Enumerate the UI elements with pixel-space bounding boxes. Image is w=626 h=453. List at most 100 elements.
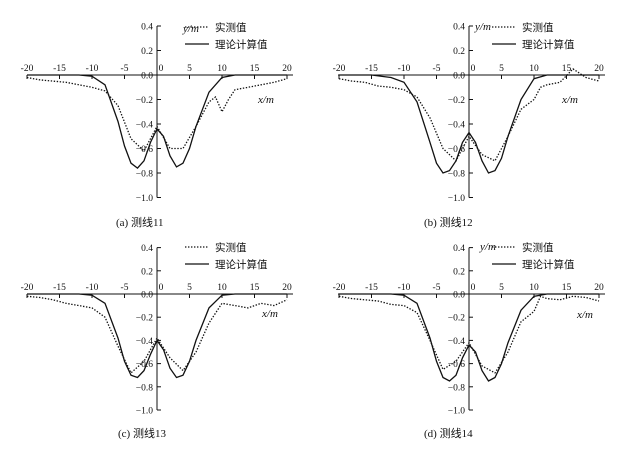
- y-tick-label: −0.2: [136, 314, 153, 324]
- theory-series-line: [339, 74, 599, 174]
- y-tick-label: 0.2: [453, 47, 465, 57]
- y-tick-label: 0.2: [141, 47, 153, 57]
- chart-panel-1: -20 -15 -10 -5 0 5 10 15 200.40.20.0−0.2−0.4−0.6…: [21, 21, 293, 229]
- y-tick-label: −0.2: [448, 96, 465, 106]
- x-tick-label: 5: [187, 64, 192, 74]
- panel-caption: (a) 测线11: [116, 215, 164, 229]
- y-tick-label: 0.4: [141, 23, 153, 33]
- legend-theory-label: 理论计算值: [215, 38, 268, 51]
- x-tick-label: 10: [529, 283, 539, 293]
- y-tick-label: −1.0: [448, 194, 465, 204]
- y-tick-label: 0.0: [453, 291, 465, 301]
- y-tick-label: −0.8: [448, 383, 465, 393]
- x-tick-label: 5: [499, 283, 504, 293]
- x-tick-label: -20: [21, 283, 34, 293]
- y-tick-label: 0.2: [141, 267, 153, 277]
- x-tick-label: -20: [333, 64, 346, 74]
- y-tick-label: −0.4: [136, 121, 153, 131]
- x-tick-label: 10: [217, 283, 227, 293]
- chart-panel-2: -20 -15 -10 -5 0 5 10 15 20 0.4 0.2 0.0 −0.2 −0.4 −0.6…: [333, 21, 605, 229]
- y-axis-label: y/m: [474, 21, 491, 33]
- x-tick-label: 15: [250, 283, 260, 293]
- y-tick-label: −0.4: [136, 337, 153, 347]
- x-tick-label: 0: [471, 64, 476, 74]
- legend-theory-label: 理论计算值: [522, 258, 575, 271]
- theory-series-line: [27, 293, 287, 379]
- measured-series-line: [26, 76, 288, 152]
- panel-caption: (d) 测线14: [424, 426, 473, 440]
- x-tick-label: 20: [594, 64, 604, 74]
- legend-theory-label: 理论计算值: [522, 38, 575, 51]
- x-tick-label: -15: [365, 64, 378, 74]
- x-tick-label: 20: [594, 283, 604, 293]
- x-tick-label: 5: [187, 283, 192, 293]
- y-tick-label: −0.8: [136, 383, 153, 393]
- y-tick-label: −0.8: [136, 170, 153, 180]
- chart-panel-3: -20 -15 -10 -5 0 5 10 15 20 0.4 0.2 0.0 −0.2 −0.4 −0.6…: [21, 241, 293, 440]
- y-axis-label: y/m: [182, 23, 199, 35]
- x-tick-label: -10: [86, 64, 99, 74]
- y-tick-label: −0.4: [448, 337, 465, 347]
- y-tick-label: −1.0: [448, 407, 465, 417]
- y-tick-label: −0.4: [448, 121, 465, 131]
- x-tick-label: -20: [21, 64, 34, 74]
- y-tick-label: 0.0: [453, 72, 465, 82]
- panel-caption: (b) 测线12: [424, 215, 473, 229]
- x-tick-label: 20: [282, 283, 292, 293]
- x-axis-label: x/m: [257, 94, 274, 106]
- legend-measured-label: 实测值: [522, 241, 554, 254]
- panel-caption: (c) 测线13: [118, 426, 166, 440]
- y-axis-label: y/m: [479, 241, 496, 253]
- y-tick-label: −0.6: [448, 145, 465, 155]
- y-tick-label: 0.4: [453, 244, 465, 254]
- x-tick-label: -10: [86, 283, 99, 293]
- legend-measured-label: 实测值: [215, 21, 247, 34]
- x-tick-label: -10: [398, 283, 411, 293]
- x-axis-label: x/m: [561, 94, 578, 106]
- x-tick-label: -15: [53, 283, 66, 293]
- x-tick-label: 15: [250, 64, 260, 74]
- y-tick-label: −1.0: [136, 194, 153, 204]
- y-tick-label: 0.2: [453, 267, 465, 277]
- legend-measured-label: 实测值: [522, 21, 554, 34]
- y-tick-label: 0.0: [141, 291, 153, 301]
- legend-measured-label: 实测值: [215, 241, 247, 254]
- x-tick-label: 15: [562, 283, 572, 293]
- x-tick-label: 5: [499, 64, 504, 74]
- theory-series-line: [27, 74, 287, 169]
- x-tick-label: -15: [53, 64, 66, 74]
- x-tick-label: -5: [121, 283, 129, 293]
- x-tick-label: 0: [471, 283, 476, 293]
- x-tick-label: -5: [121, 64, 129, 74]
- y-tick-label: 0.4: [453, 23, 465, 33]
- measured-series-line: [338, 68, 600, 162]
- x-tick-label: 0: [159, 64, 164, 74]
- x-tick-label: 10: [217, 64, 227, 74]
- x-tick-label: -10: [398, 64, 411, 74]
- y-tick-label: 0.0: [141, 72, 153, 82]
- y-tick-label: −1.0: [136, 407, 153, 417]
- x-axis-label: x/m: [261, 308, 278, 320]
- theory-series-line: [339, 293, 599, 382]
- x-tick-label: 15: [562, 64, 572, 74]
- x-tick-label: 10: [529, 64, 539, 74]
- x-axis-label: x/m: [576, 309, 593, 321]
- legend-theory-label: 理论计算值: [215, 258, 268, 271]
- y-tick-label: −0.2: [136, 96, 153, 106]
- measured-series-line: [338, 295, 600, 374]
- y-tick-label: −0.6: [448, 360, 465, 370]
- y-tick-label: 0.4: [141, 244, 153, 254]
- x-tick-label: -5: [433, 64, 441, 74]
- x-tick-label: 0: [159, 283, 164, 293]
- y-tick-label: −0.8: [448, 170, 465, 180]
- x-tick-label: -15: [365, 283, 378, 293]
- x-tick-label: -5: [433, 283, 441, 293]
- y-tick-label: −0.2: [448, 314, 465, 324]
- y-tick-label: −0.6: [136, 360, 153, 370]
- x-tick-label: -20: [333, 283, 346, 293]
